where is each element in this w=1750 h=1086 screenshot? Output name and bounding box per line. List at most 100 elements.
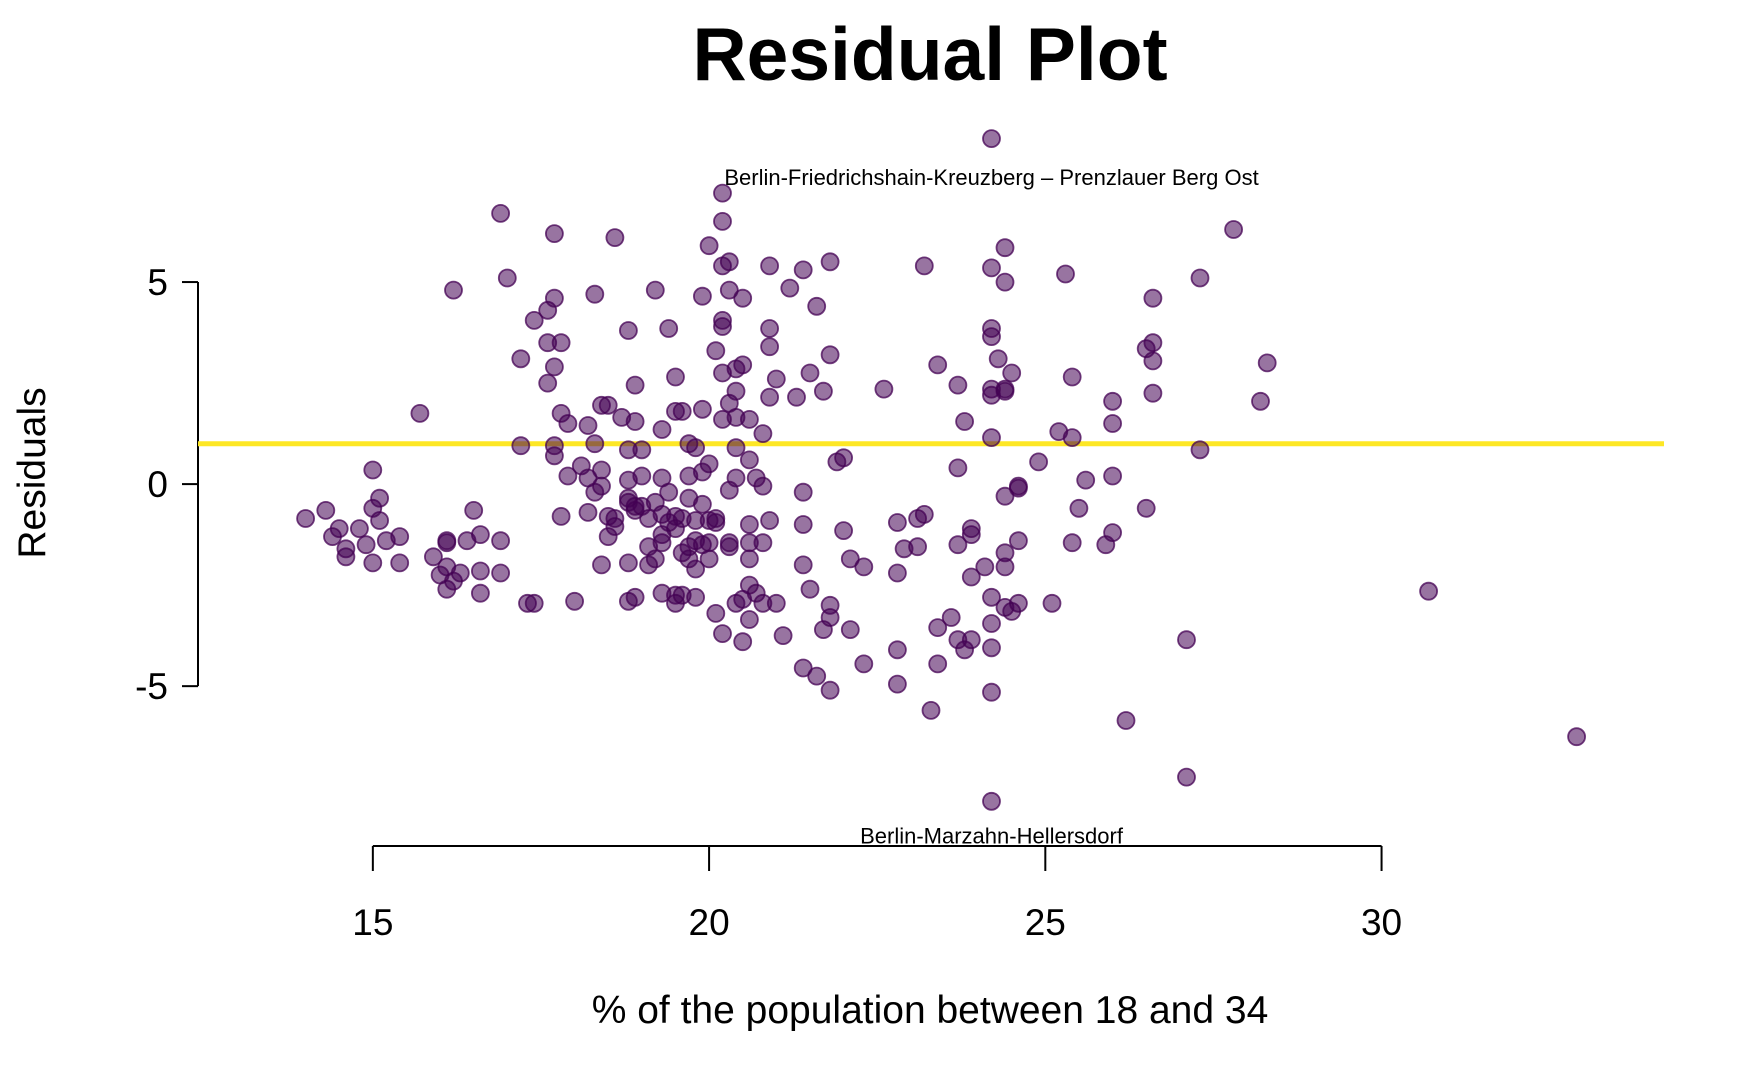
- data-point: [713, 317, 732, 336]
- data-point: [753, 424, 773, 444]
- data-point: [545, 288, 564, 308]
- data-point: [524, 310, 544, 330]
- data-point: [645, 549, 665, 569]
- data-point: [733, 355, 753, 375]
- data-point: [1177, 767, 1196, 787]
- data-point: [988, 349, 1008, 369]
- data-point: [1062, 367, 1082, 387]
- data-point: [995, 557, 1015, 577]
- data-point: [807, 666, 827, 686]
- data-point: [598, 395, 618, 415]
- data-point: [545, 224, 564, 244]
- data-point: [1190, 440, 1210, 460]
- data-point: [497, 268, 517, 288]
- data-point: [693, 286, 712, 306]
- point-annotation: Berlin-Marzahn-Hellersdorf: [860, 824, 1124, 849]
- data-point: [592, 460, 611, 480]
- data-point: [592, 476, 611, 496]
- data-point: [948, 458, 968, 478]
- data-point: [982, 614, 1001, 633]
- data-point: [545, 446, 564, 466]
- data-point: [511, 349, 531, 369]
- data-point: [1009, 593, 1028, 613]
- data-point: [740, 450, 759, 470]
- data-point: [652, 420, 672, 439]
- point-annotation: Berlin-Friedrichshain-Kreuzberg – Prenzl…: [724, 165, 1258, 190]
- y-axis: -5 0 5: [135, 262, 199, 707]
- data-point: [740, 610, 759, 629]
- data-point: [733, 632, 753, 652]
- x-axis: 15 20 25 30: [352, 845, 1402, 943]
- data-point: [699, 549, 719, 569]
- data-point: [766, 593, 786, 613]
- data-point: [982, 258, 1001, 278]
- data-point: [1009, 478, 1028, 498]
- data-point: [793, 482, 813, 502]
- data-point: [928, 618, 948, 637]
- data-point: [652, 533, 672, 553]
- data-point: [773, 626, 793, 645]
- data-point: [558, 414, 578, 433]
- data-point: [524, 593, 544, 613]
- data-point: [995, 238, 1015, 258]
- data-point: [740, 549, 759, 569]
- data-point: [625, 412, 645, 431]
- data-point: [793, 658, 813, 678]
- data-point: [719, 537, 739, 557]
- data-point: [1143, 288, 1163, 308]
- data-point: [491, 203, 511, 223]
- data-point: [470, 583, 490, 603]
- data-point: [699, 454, 719, 474]
- data-point: [619, 321, 638, 340]
- data-point: [820, 345, 840, 365]
- data-point: [632, 466, 652, 486]
- data-point: [982, 428, 1001, 448]
- data-point: [713, 624, 732, 643]
- x-tick-label: 15: [352, 902, 393, 943]
- data-point: [760, 511, 779, 530]
- data-point: [834, 521, 853, 540]
- data-point: [888, 513, 907, 532]
- data-point: [982, 682, 1001, 702]
- data-point: [928, 355, 948, 375]
- data-point: [982, 587, 1001, 607]
- data-point: [787, 387, 806, 407]
- x-tick-label: 25: [1025, 902, 1066, 943]
- data-point: [693, 399, 712, 419]
- data-point: [753, 476, 773, 496]
- data-point: [578, 416, 598, 435]
- data-point: [719, 252, 739, 272]
- data-point: [807, 296, 827, 316]
- data-point: [578, 503, 598, 522]
- data-point: [316, 500, 336, 520]
- data-point: [538, 373, 558, 393]
- data-point: [800, 363, 820, 383]
- data-point: [1251, 391, 1270, 411]
- data-point: [585, 284, 605, 304]
- data-point: [632, 440, 652, 460]
- data-point: [390, 553, 410, 573]
- data-point: [349, 519, 369, 538]
- data-point: [814, 381, 833, 401]
- data-point: [645, 280, 665, 300]
- data-point: [329, 519, 349, 538]
- data-point: [733, 288, 753, 308]
- data-point: [719, 280, 739, 300]
- data-point: [726, 381, 746, 401]
- data-point: [793, 260, 813, 280]
- data-point: [363, 553, 383, 573]
- data-point: [961, 630, 981, 650]
- data-point: [1103, 414, 1122, 433]
- data-point: [511, 436, 531, 456]
- data-point: [948, 375, 968, 395]
- data-point: [982, 129, 1001, 149]
- data-point: [699, 236, 719, 256]
- data-point: [760, 337, 779, 357]
- data-point: [659, 482, 679, 502]
- data-point: [928, 654, 948, 674]
- data-point: [766, 369, 786, 389]
- data-point: [753, 533, 773, 553]
- data-point: [699, 533, 719, 553]
- data-points: [296, 129, 1586, 811]
